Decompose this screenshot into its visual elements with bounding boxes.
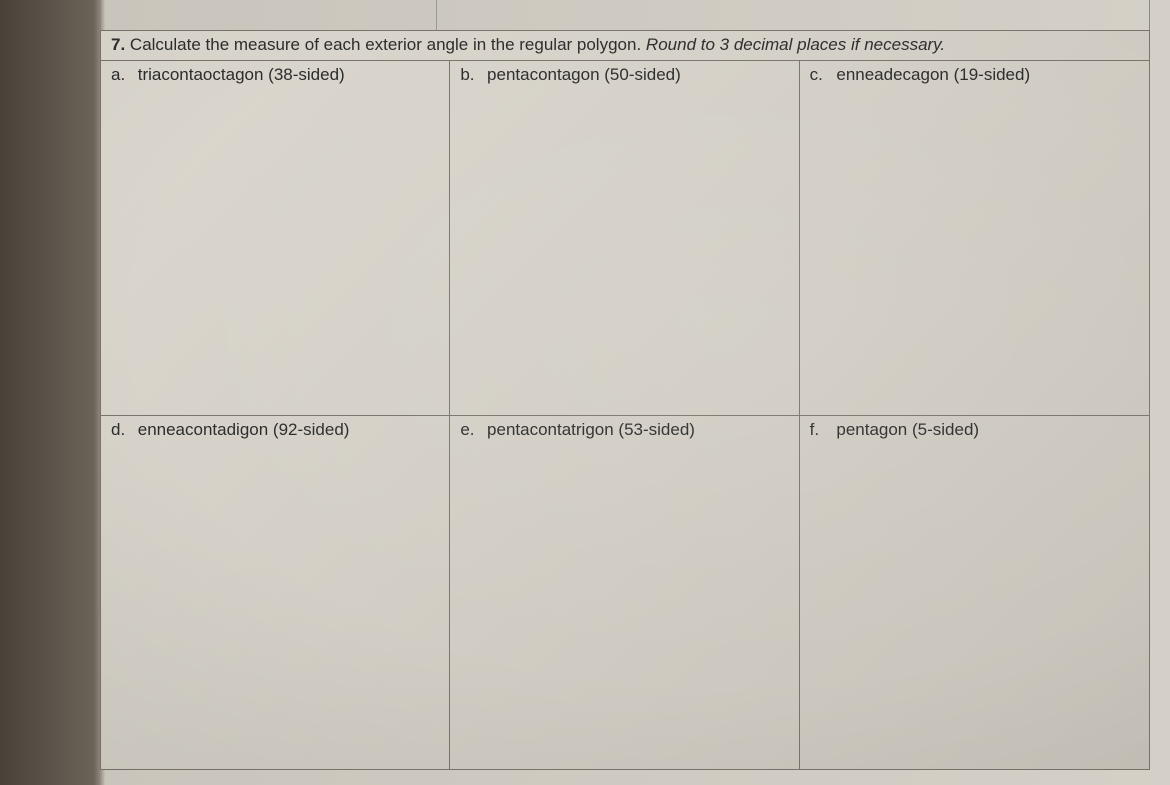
cell-a-work bbox=[101, 91, 450, 415]
cell-a-label: a. triacontaoctagon (38-sided) bbox=[101, 61, 450, 91]
part-a-letter: a. bbox=[111, 65, 133, 85]
cell-c-label: c. enneadecagon (19-sided) bbox=[799, 61, 1149, 91]
question-text-italic: Round to 3 decimal places if necessary. bbox=[646, 35, 945, 54]
part-d-label: enneacontadigon (92-sided) bbox=[138, 420, 350, 439]
parts-row-2-work bbox=[101, 445, 1150, 770]
part-e-label: pentacontatrigon (53-sided) bbox=[487, 420, 695, 439]
part-a-label: triacontaoctagon (38-sided) bbox=[138, 65, 345, 84]
part-e-letter: e. bbox=[460, 420, 482, 440]
photo-background: 7. Calculate the measure of each exterio… bbox=[0, 0, 1170, 785]
part-b-label: pentacontagon (50-sided) bbox=[487, 65, 681, 84]
question-header-cell: 7. Calculate the measure of each exterio… bbox=[101, 31, 1150, 61]
cell-d-work bbox=[101, 445, 450, 770]
part-f-label: pentagon (5-sided) bbox=[836, 420, 979, 439]
cell-b-label: b. pentacontagon (50-sided) bbox=[450, 61, 799, 91]
cell-f-work bbox=[799, 445, 1149, 770]
cell-d-label: d. enneacontadigon (92-sided) bbox=[101, 415, 450, 445]
worksheet-paper: 7. Calculate the measure of each exterio… bbox=[100, 30, 1150, 770]
table-edge-above bbox=[100, 0, 1150, 30]
parts-row-1-work bbox=[101, 91, 1150, 415]
part-f-letter: f. bbox=[810, 420, 832, 440]
cell-b-work bbox=[450, 91, 799, 415]
question-number: 7. bbox=[111, 35, 125, 54]
question-text: Calculate the measure of each exterior a… bbox=[130, 35, 641, 54]
parts-row-1-labels: a. triacontaoctagon (38-sided) b. pentac… bbox=[101, 61, 1150, 91]
part-c-letter: c. bbox=[810, 65, 832, 85]
part-b-letter: b. bbox=[460, 65, 482, 85]
cell-e-work bbox=[450, 445, 799, 770]
worksheet-table: 7. Calculate the measure of each exterio… bbox=[100, 30, 1150, 770]
question-header-row: 7. Calculate the measure of each exterio… bbox=[101, 31, 1150, 61]
cell-c-work bbox=[799, 91, 1149, 415]
parts-row-2-labels: d. enneacontadigon (92-sided) e. pentaco… bbox=[101, 415, 1150, 445]
cell-f-label: f. pentagon (5-sided) bbox=[799, 415, 1149, 445]
part-c-label: enneadecagon (19-sided) bbox=[836, 65, 1030, 84]
part-d-letter: d. bbox=[111, 420, 133, 440]
cell-e-label: e. pentacontatrigon (53-sided) bbox=[450, 415, 799, 445]
